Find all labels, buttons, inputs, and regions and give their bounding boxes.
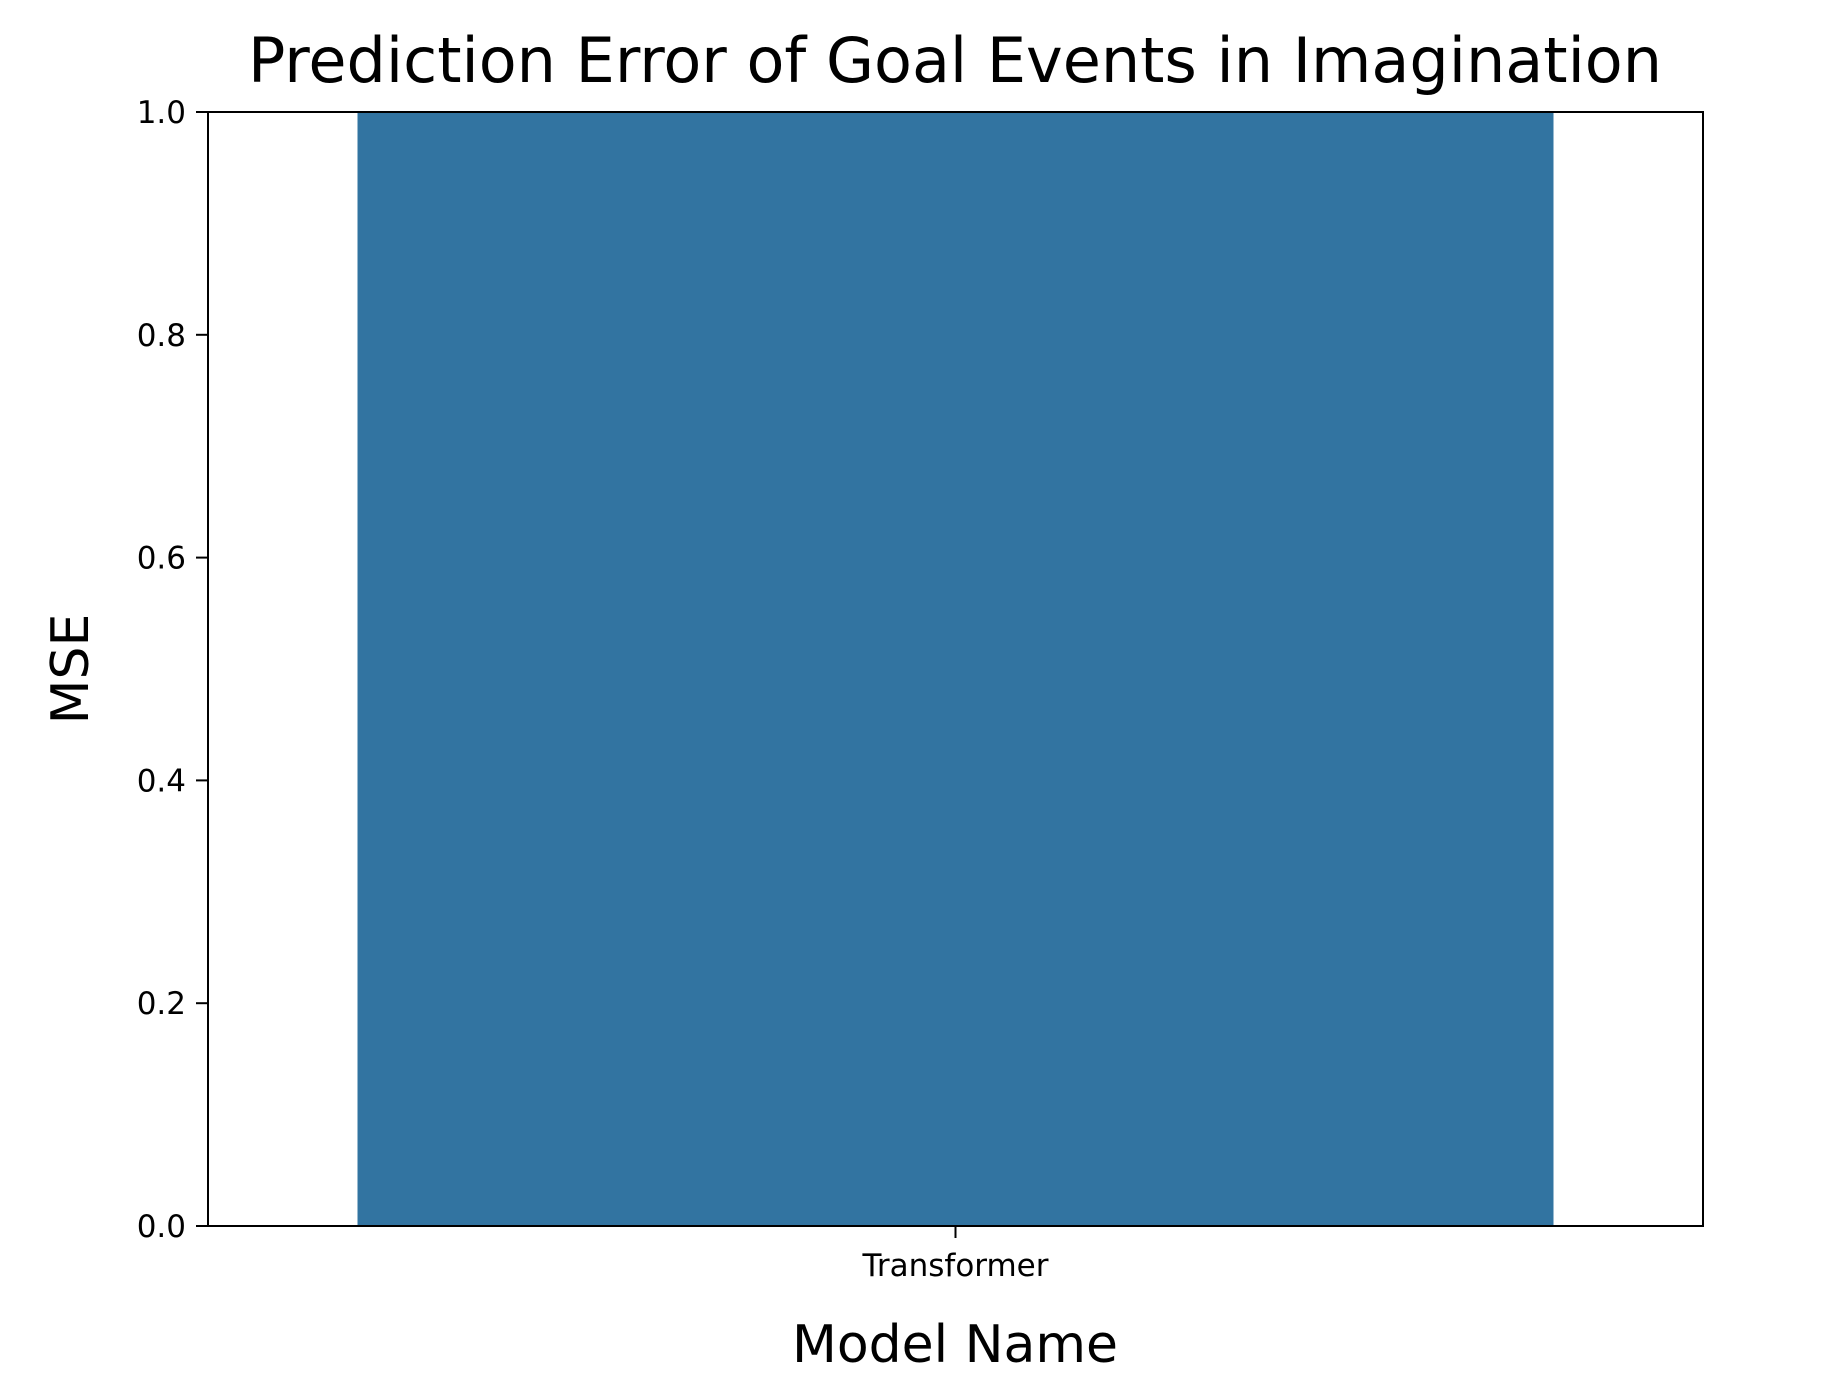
x-axis-label: Model Name (792, 1315, 1118, 1375)
y-tick-label: 0.6 (137, 541, 186, 577)
y-tick-label: 0.8 (137, 318, 186, 354)
y-axis-label: MSE (41, 614, 101, 725)
chart-title: Prediction Error of Goal Events in Imagi… (248, 24, 1662, 97)
y-tick-label: 0.4 (137, 763, 186, 799)
y-tick-label: 0.0 (137, 1209, 186, 1245)
y-tick-label: 1.0 (137, 95, 186, 131)
y-tick-label: 0.2 (137, 986, 186, 1022)
x-tick-label: Transformer (861, 1248, 1048, 1284)
plot-frame (207, 111, 1704, 1227)
bar-transformer (357, 112, 1554, 1226)
plot-area: Transformer 0.0 0.2 0.4 0.6 0.8 1.0 (137, 95, 1554, 1284)
